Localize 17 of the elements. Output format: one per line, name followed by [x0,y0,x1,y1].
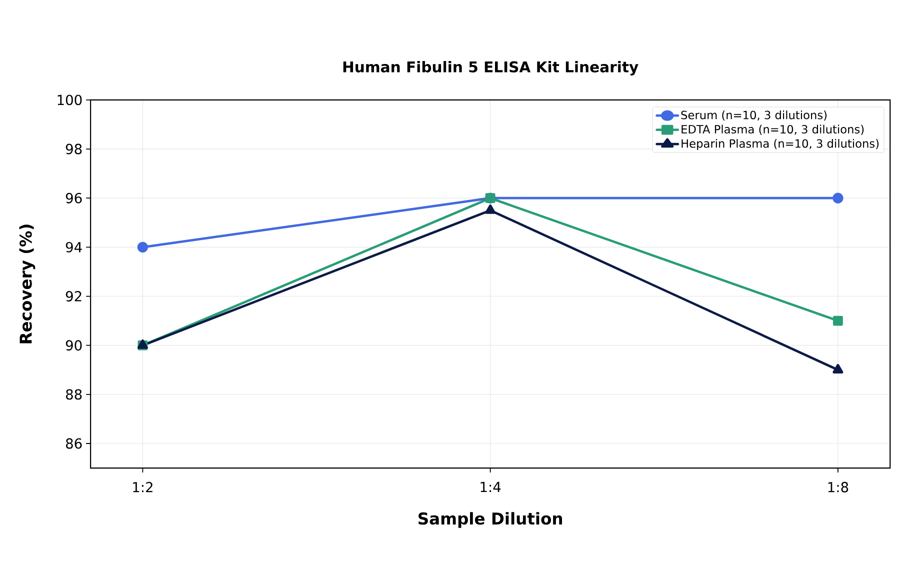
legend-label: Serum (n=10, 3 dilutions) [681,110,827,121]
y-axis-title: Recovery (%) [19,224,36,344]
y-tick-label: 96 [66,192,82,204]
x-tick-label: 1:8 [828,482,848,492]
x-tick-label: 1:2 [133,482,152,492]
x-axis-title: Sample Dilution [418,512,562,528]
y-tick-label: 98 [66,144,82,154]
legend-label: Heparin Plasma (n=10, 3 dilutions) [682,139,879,150]
y-tick-label: 94 [66,242,82,253]
x-tick-label: 1:4 [480,482,501,492]
legend-label: EDTA Plasma (n=10, 3 dilutions) [682,124,864,135]
y-tick-label: 100 [58,94,82,106]
y-tick-label: 92 [66,291,82,302]
y-tick-label: 90 [66,340,82,351]
chart-title: Human Fibulin 5 ELISA Kit Linearity [343,61,638,76]
y-tick-label: 86 [66,438,82,449]
y-tick-label: 88 [66,389,82,400]
